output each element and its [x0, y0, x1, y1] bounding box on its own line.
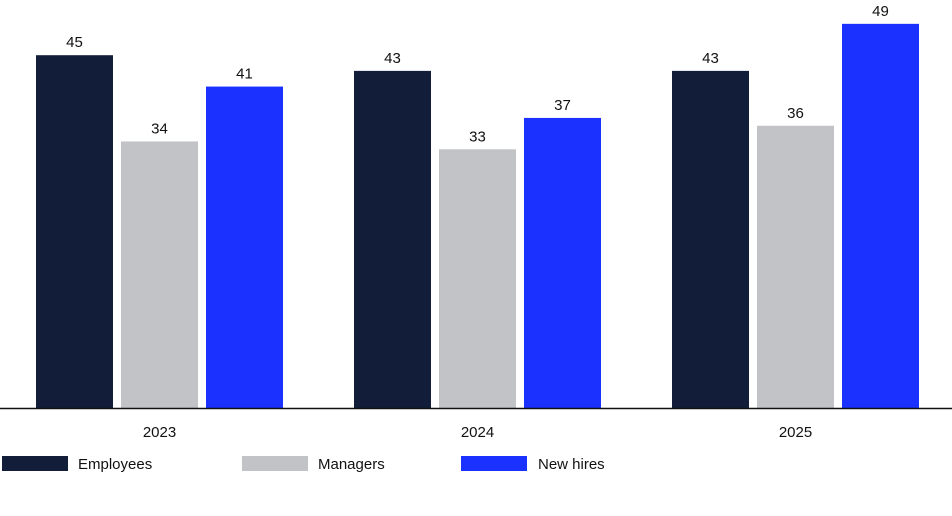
bars-layer: [36, 23, 919, 409]
legend-item-new-hires: New hires: [461, 456, 605, 473]
legend: Employees Managers New hires: [2, 456, 605, 473]
legend-item-managers: Managers: [242, 456, 385, 473]
value-label-employees-2025: 43: [702, 50, 719, 67]
x-tick-label-2024: 2024: [461, 424, 494, 441]
x-tick-labels: 2023 2024 2025: [143, 424, 812, 441]
legend-swatch-new-hires: [461, 456, 527, 471]
bar-employees-2024: [354, 70, 431, 408]
bar-new-hires-2024: [524, 117, 601, 409]
legend-label-managers: Managers: [318, 456, 385, 473]
bar-new-hires-2023: [206, 86, 283, 408]
x-tick-label-2025: 2025: [779, 424, 812, 441]
value-label-new-hires-2023: 41: [236, 66, 253, 83]
value-label-new-hires-2024: 37: [554, 97, 571, 114]
bar-new-hires-2025: [842, 23, 919, 409]
bar-employees-2023: [36, 55, 113, 408]
value-label-employees-2024: 43: [384, 50, 401, 67]
value-label-managers-2023: 34: [151, 120, 168, 137]
bar-managers-2024: [439, 149, 516, 408]
value-label-new-hires-2025: 49: [872, 3, 889, 20]
value-label-managers-2024: 33: [469, 128, 486, 145]
bar-managers-2023: [121, 141, 198, 408]
legend-label-new-hires: New hires: [538, 456, 605, 473]
bar-employees-2025: [672, 70, 749, 408]
bar-managers-2025: [757, 125, 834, 408]
value-labels-layer: 45 34 41 43 33 37 43 36 49: [66, 3, 889, 145]
legend-item-employees: Employees: [2, 456, 152, 473]
legend-swatch-employees: [2, 456, 68, 471]
legend-label-employees: Employees: [78, 456, 152, 473]
value-label-employees-2023: 45: [66, 34, 83, 51]
x-tick-label-2023: 2023: [143, 424, 176, 441]
legend-swatch-managers: [242, 456, 308, 471]
value-label-managers-2025: 36: [787, 105, 804, 122]
